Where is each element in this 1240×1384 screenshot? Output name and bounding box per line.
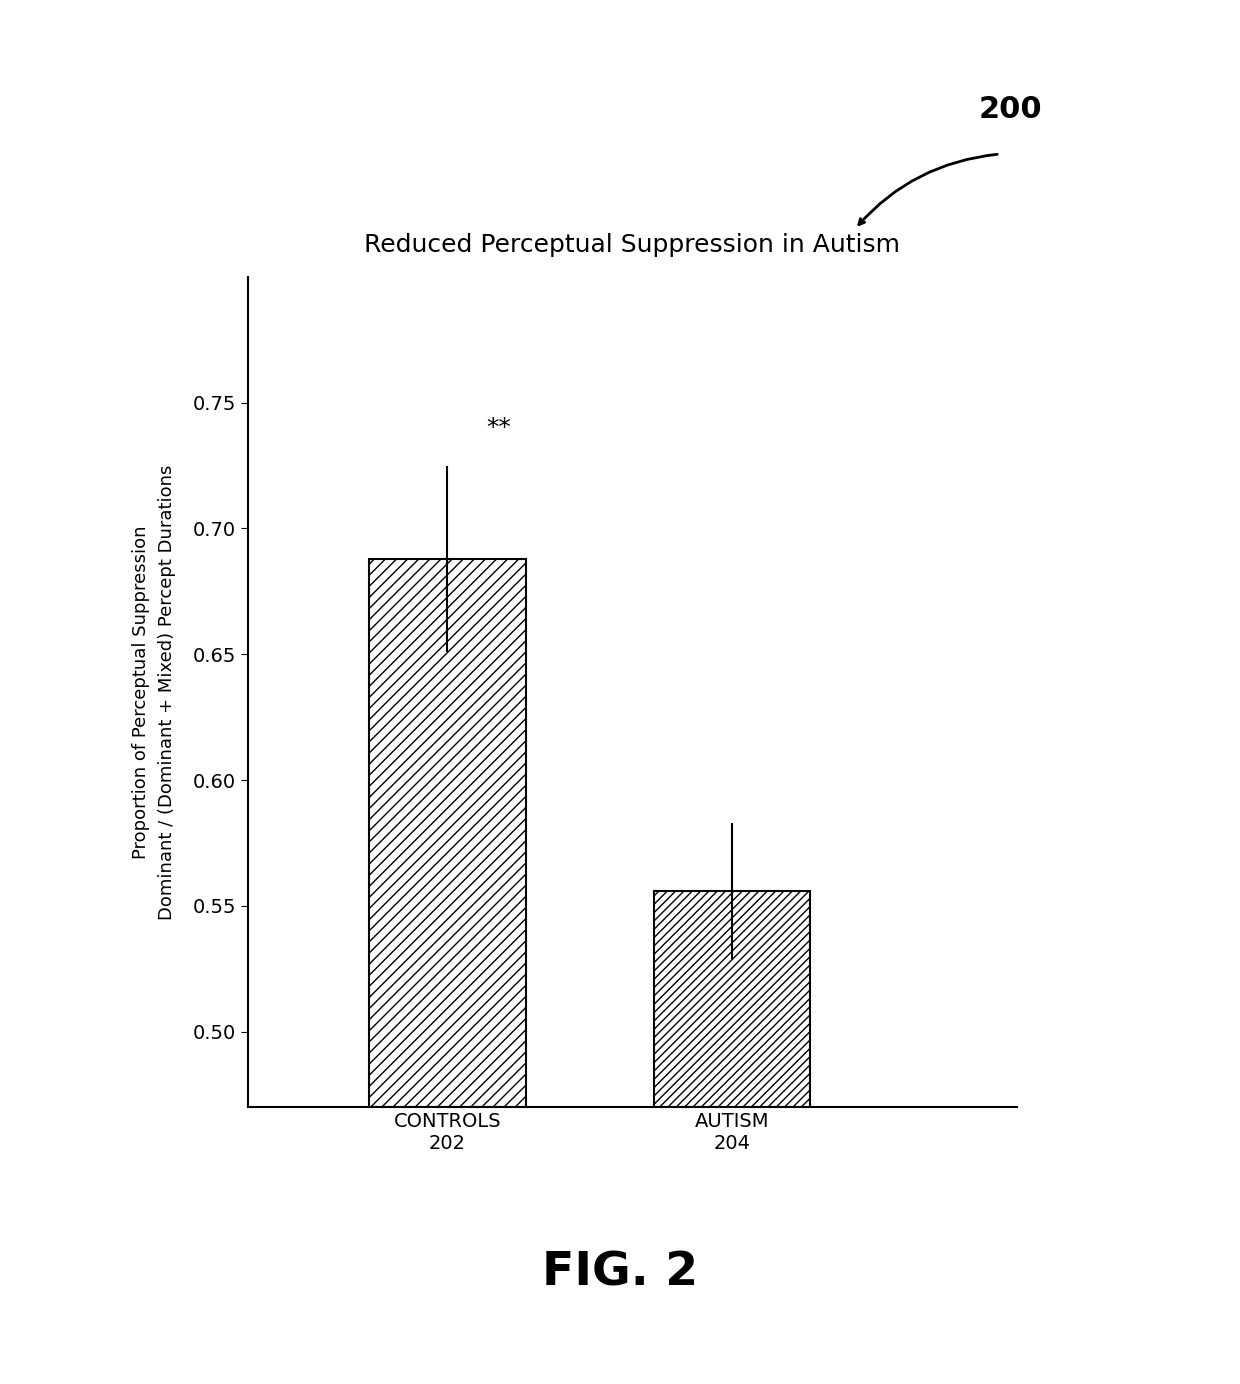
- Title: Reduced Perceptual Suppression in Autism: Reduced Perceptual Suppression in Autism: [365, 233, 900, 257]
- Bar: [653, 891, 811, 1107]
- Text: **: **: [486, 417, 511, 440]
- Bar: [370, 559, 526, 1107]
- Y-axis label: Proportion of Perceptual Suppression
Dominant / (Dominant + Mixed) Percept Durat: Proportion of Perceptual Suppression Dom…: [131, 464, 176, 920]
- Text: 200: 200: [978, 95, 1042, 125]
- Text: FIG. 2: FIG. 2: [542, 1251, 698, 1295]
